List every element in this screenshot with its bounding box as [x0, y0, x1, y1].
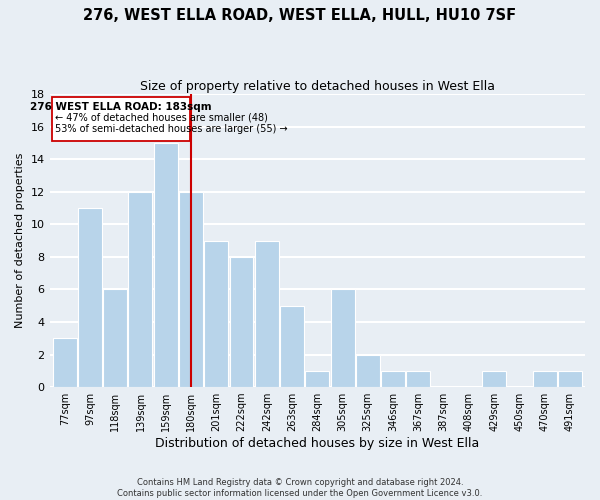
Bar: [78, 208, 102, 387]
Bar: [103, 290, 127, 387]
Bar: [154, 143, 178, 387]
Bar: [482, 371, 506, 387]
Bar: [406, 371, 430, 387]
Bar: [381, 371, 405, 387]
Bar: [331, 290, 355, 387]
X-axis label: Distribution of detached houses by size in West Ella: Distribution of detached houses by size …: [155, 437, 479, 450]
Text: 276, WEST ELLA ROAD, WEST ELLA, HULL, HU10 7SF: 276, WEST ELLA ROAD, WEST ELLA, HULL, HU…: [83, 8, 517, 22]
Bar: [204, 240, 228, 387]
Bar: [305, 371, 329, 387]
Text: 276 WEST ELLA ROAD: 183sqm: 276 WEST ELLA ROAD: 183sqm: [30, 102, 212, 113]
Text: ← 47% of detached houses are smaller (48): ← 47% of detached houses are smaller (48…: [55, 113, 268, 123]
Bar: [128, 192, 152, 387]
Title: Size of property relative to detached houses in West Ella: Size of property relative to detached ho…: [140, 80, 495, 93]
Y-axis label: Number of detached properties: Number of detached properties: [15, 153, 25, 328]
Text: Contains HM Land Registry data © Crown copyright and database right 2024.
Contai: Contains HM Land Registry data © Crown c…: [118, 478, 482, 498]
Text: 53% of semi-detached houses are larger (55) →: 53% of semi-detached houses are larger (…: [55, 124, 287, 134]
Bar: [53, 338, 77, 387]
Bar: [280, 306, 304, 387]
FancyBboxPatch shape: [52, 96, 190, 140]
Bar: [533, 371, 557, 387]
Bar: [255, 240, 279, 387]
Bar: [179, 192, 203, 387]
Bar: [356, 354, 380, 387]
Bar: [558, 371, 582, 387]
Bar: [230, 257, 253, 387]
